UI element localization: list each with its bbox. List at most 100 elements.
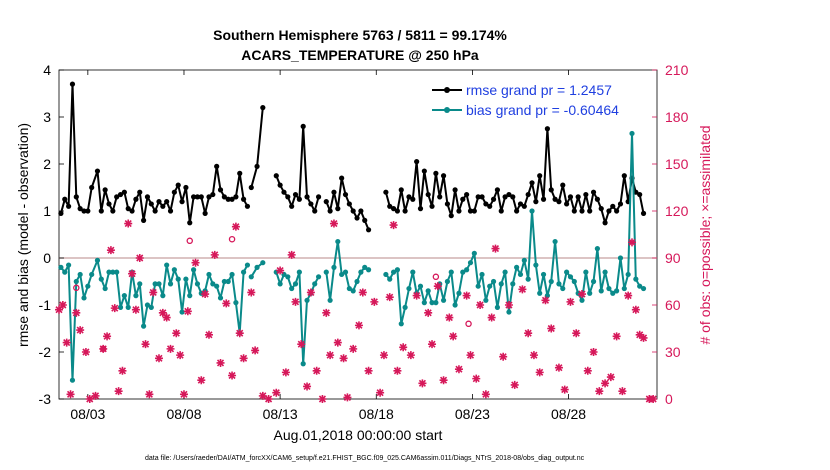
rmse-point [125, 206, 131, 212]
rmse-point [521, 203, 527, 209]
bias-point [362, 264, 368, 270]
bias-point [410, 269, 416, 275]
bias-point [156, 281, 162, 287]
rmse-point [590, 189, 597, 195]
rmse-point [533, 199, 539, 205]
bias-point [383, 271, 389, 278]
assimilated-marker [389, 221, 398, 230]
bias-point [292, 281, 299, 287]
assimilated-marker [118, 366, 127, 375]
bias-point [62, 269, 68, 275]
rmse-point [292, 191, 299, 198]
chart-title-line1: Southern Hemisphere 5763 / 5811 = 99.174… [213, 27, 507, 43]
y-tick-label-right: 150 [665, 156, 689, 172]
bias-point [448, 269, 454, 275]
assimilated-marker [247, 288, 256, 297]
assimilated-marker [204, 330, 213, 339]
rmse-point [66, 203, 72, 209]
rmse-point [410, 196, 416, 202]
bias-point [621, 285, 627, 292]
bias-point [502, 269, 508, 275]
rmse-point [171, 189, 177, 195]
assimilated-marker [628, 238, 637, 247]
rmse-point [277, 182, 283, 188]
assimilated-marker [462, 291, 471, 300]
rmse-point [308, 201, 314, 207]
bias-point [390, 269, 397, 275]
bias-point [175, 276, 181, 282]
rmse-point [483, 201, 489, 207]
assimilated-marker [322, 308, 331, 317]
rmse-point [164, 199, 170, 205]
bias-point [579, 297, 585, 303]
assimilated-marker [476, 301, 485, 309]
bias-point [564, 269, 570, 275]
bias-point [498, 281, 504, 287]
bias-point [85, 283, 91, 289]
assimilated-marker [329, 219, 338, 228]
rmse-point [167, 208, 174, 214]
rmse-point [437, 194, 443, 200]
rmse-point [296, 196, 302, 202]
bias-point [171, 267, 177, 273]
assimilated-marker [149, 288, 158, 297]
rmse-point [614, 208, 620, 214]
rmse-point [510, 194, 516, 200]
bias-point [240, 269, 247, 275]
rmse-point [579, 208, 585, 214]
bias-point [394, 267, 401, 273]
assimilated-marker [639, 333, 648, 342]
rmse-point [342, 191, 349, 198]
bias-point [221, 278, 227, 285]
bias-point [460, 269, 466, 275]
assimilated-marker [91, 391, 100, 400]
rmse-point [358, 208, 364, 214]
bias-point [81, 295, 87, 301]
rmse-point [102, 187, 108, 193]
possible-marker [432, 273, 440, 281]
rmse-point [544, 126, 550, 132]
rmse-point [85, 208, 91, 214]
rmse-point [560, 182, 566, 188]
rmse-point [114, 194, 120, 200]
bias-point [548, 278, 554, 285]
rmse-point [335, 206, 341, 212]
assimilated-marker [445, 313, 454, 322]
x-tick-label: 08/23 [455, 406, 490, 422]
bias-point [167, 281, 174, 287]
assimilated-marker [312, 366, 321, 375]
assimilated-marker [66, 390, 75, 399]
rmse-point [214, 163, 220, 169]
rmse-point [144, 194, 151, 200]
rmse-point [233, 194, 239, 200]
assimilated-marker [58, 301, 67, 309]
axis-ticks: -3 -2 -1 0 1 2 3 4 0 30 60 90 120 150 180 210 08/03 08/08… [39, 62, 689, 422]
rmse-point [467, 208, 474, 214]
assimilated-marker [364, 366, 373, 375]
assimilated-marker [379, 351, 388, 360]
assimilated-marker [583, 366, 592, 375]
rmse-point [300, 123, 306, 129]
assimilated-marker [547, 324, 556, 333]
assimilated-marker [235, 329, 244, 338]
bias-point [440, 297, 447, 303]
rmse-point [206, 194, 212, 200]
rmse-point [548, 187, 554, 193]
bias-point [640, 285, 647, 292]
rmse-point [471, 208, 477, 214]
bias-point [598, 288, 604, 294]
rmse-point [190, 194, 197, 200]
rmse-point [73, 194, 79, 200]
possible-marker [73, 284, 80, 292]
bias-point [254, 264, 260, 270]
y-tick-label-left: 2 [43, 156, 51, 172]
assimilated-marker [454, 365, 463, 374]
legend-bias-marker [444, 107, 450, 113]
bias-point [89, 271, 95, 278]
assimilated-marker [406, 351, 415, 360]
assimilated-marker [343, 393, 352, 402]
rmse-point [394, 208, 401, 214]
rmse-point [567, 194, 574, 200]
y-tick-label-right: 30 [665, 344, 681, 360]
